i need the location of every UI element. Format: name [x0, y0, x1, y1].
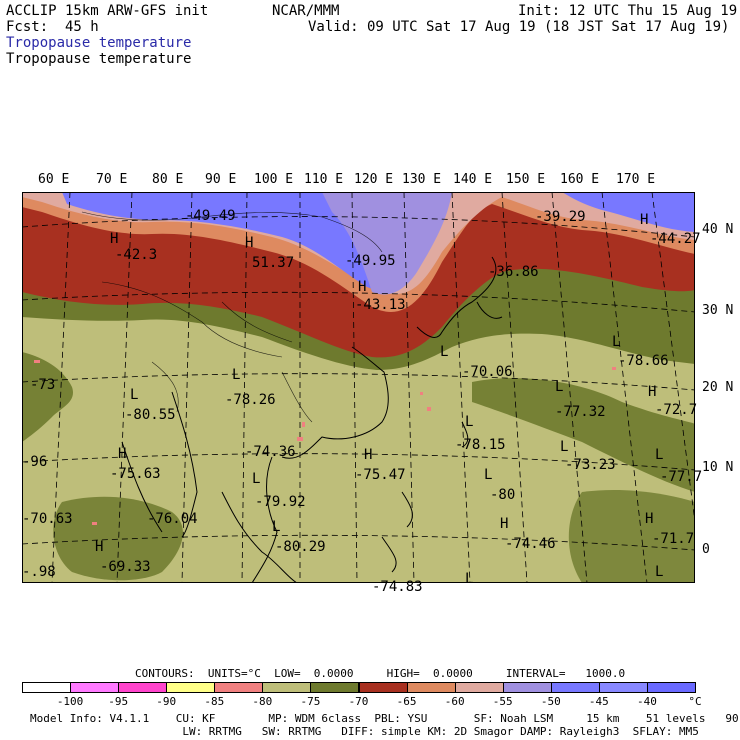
- colorbar-swatch: [646, 682, 696, 693]
- model-info-line2: LW: RRTMG SW: RRTMG DIFF: simple KM: 2D …: [30, 725, 699, 738]
- colorbar-label: -85: [204, 695, 225, 708]
- lon-label: 90 E: [205, 172, 237, 187]
- colorbar-swatch: [550, 682, 600, 693]
- forecast-hour: Fcst: 45 h: [6, 19, 99, 35]
- lon-label: 80 E: [152, 172, 184, 187]
- patch-dark-olive: [53, 496, 183, 581]
- patch-dark-olive: [472, 378, 695, 492]
- colorbar-swatch: [214, 682, 264, 693]
- colorbar-label: -90: [156, 695, 177, 708]
- lon-label: 60 E: [38, 172, 70, 187]
- colorbar-label: -45: [588, 695, 609, 708]
- colorbar-label: -95: [108, 695, 129, 708]
- colorbar-label: -70: [348, 695, 369, 708]
- colorbar-label: -55: [492, 695, 513, 708]
- colorbar-swatch: [406, 682, 456, 693]
- colorbar-swatch: [70, 682, 120, 693]
- colorbar-label: -60: [444, 695, 465, 708]
- lon-label: 150 E: [506, 172, 546, 187]
- field-title-black: Tropopause temperature: [6, 51, 192, 67]
- colorbar-label: °C: [688, 695, 702, 708]
- lat-label: 30 N: [702, 303, 734, 318]
- lon-label: 170 E: [616, 172, 656, 187]
- tropopause-temperature-map: [22, 192, 695, 583]
- contour-info: CONTOURS: UNITS=°C LOW= 0.0000 HIGH= 0.0…: [135, 667, 626, 680]
- colorbar-swatch: [502, 682, 552, 693]
- colorbar-swatch: [358, 682, 408, 693]
- colorbar-label: -80: [252, 695, 273, 708]
- colorbar-swatch: [22, 682, 72, 693]
- lat-label: 10 N: [702, 460, 734, 475]
- colorbar-swatch: [598, 682, 648, 693]
- colorbar-label: -100: [56, 695, 84, 708]
- colorbar-label: -50: [540, 695, 561, 708]
- lon-label: 160 E: [560, 172, 600, 187]
- colorbar-swatch: [454, 682, 504, 693]
- band-blue-light: [322, 192, 452, 295]
- lat-label: 40 N: [702, 222, 734, 237]
- colorbar-label: -75: [300, 695, 321, 708]
- colorbar-swatch: [310, 682, 360, 693]
- colorbar-label: -65: [396, 695, 417, 708]
- band-blue-right: [562, 192, 695, 232]
- lat-label: 20 N: [702, 380, 734, 395]
- patch-dark-olive: [22, 352, 73, 442]
- lon-label: 100 E: [254, 172, 294, 187]
- lon-label: 130 E: [402, 172, 442, 187]
- colorbar-swatch: [262, 682, 312, 693]
- valid-time: Valid: 09 UTC Sat 17 Aug 19 (18 JST Sat …: [308, 19, 730, 35]
- model-title: ACCLIP 15km ARW-GFS init: [6, 3, 209, 19]
- lat-label: 0: [702, 542, 710, 557]
- lon-label: 70 E: [96, 172, 128, 187]
- patch-dark-olive: [568, 490, 695, 583]
- lon-label: 140 E: [453, 172, 493, 187]
- colorbar-label: -40: [636, 695, 657, 708]
- init-time: Init: 12 UTC Thu 15 Aug 19: [518, 3, 738, 19]
- colorbar-swatch: [118, 682, 168, 693]
- lon-label: 120 E: [354, 172, 394, 187]
- colorbar-swatch: [166, 682, 216, 693]
- lon-label: 110 E: [304, 172, 344, 187]
- field-title-blue: Tropopause temperature: [6, 35, 192, 51]
- org-label: NCAR/MMM: [272, 3, 340, 19]
- model-info-line1: Model Info: V4.1.1 CU: KF MP: WDM 6class…: [30, 712, 740, 725]
